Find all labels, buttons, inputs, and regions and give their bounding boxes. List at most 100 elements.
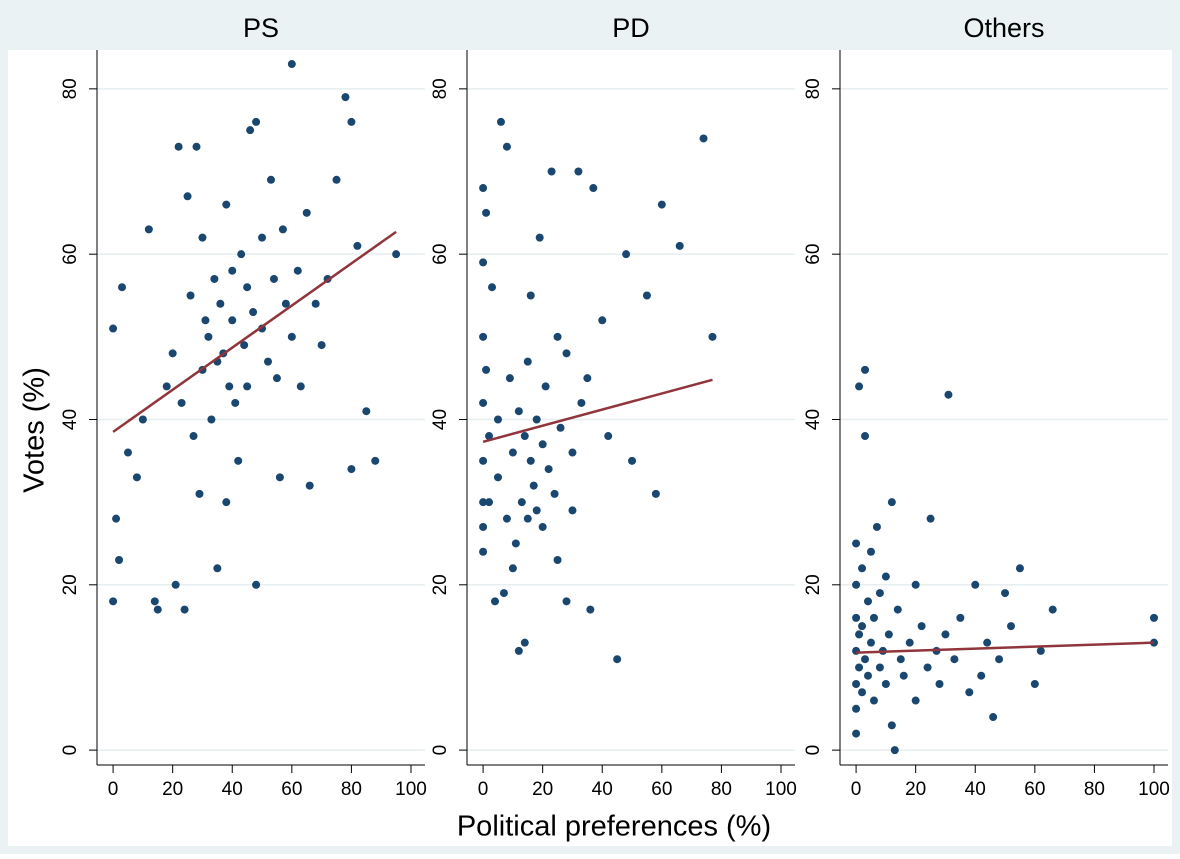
point — [222, 498, 231, 507]
point — [574, 167, 583, 176]
point — [514, 407, 523, 416]
point — [598, 316, 607, 325]
point — [956, 613, 965, 622]
point — [869, 613, 878, 622]
point — [855, 630, 864, 639]
point — [1036, 646, 1045, 655]
point — [317, 341, 326, 350]
point — [508, 564, 517, 573]
point — [311, 299, 320, 308]
point — [699, 134, 708, 143]
point — [855, 663, 864, 672]
point — [944, 390, 953, 399]
y-tick-label: 0 — [60, 745, 81, 756]
x-tick-label: 0 — [851, 779, 862, 800]
point — [526, 291, 535, 300]
point — [162, 382, 171, 391]
point — [852, 704, 861, 713]
point — [941, 630, 950, 639]
point — [204, 332, 213, 341]
point — [240, 341, 249, 350]
point — [917, 622, 926, 631]
point — [869, 696, 878, 705]
point — [246, 126, 255, 135]
y-tick-label: 80 — [803, 78, 824, 99]
panel-title: PD — [612, 13, 650, 43]
point — [207, 415, 216, 424]
point — [198, 233, 207, 242]
point — [884, 630, 893, 639]
fit-line — [482, 378, 713, 444]
point — [872, 522, 881, 531]
point — [234, 456, 243, 465]
point — [168, 349, 177, 358]
x-tick-label: 0 — [108, 779, 119, 800]
fit-line — [112, 230, 397, 433]
point — [252, 117, 261, 126]
point — [186, 291, 195, 300]
y-tick-label: 40 — [430, 409, 451, 430]
point — [858, 688, 867, 697]
point — [899, 671, 908, 680]
point — [362, 407, 371, 416]
point — [281, 299, 290, 308]
point — [875, 589, 884, 598]
plot-area — [467, 50, 795, 765]
point — [983, 638, 992, 647]
point — [482, 208, 491, 217]
point — [237, 250, 246, 259]
point — [887, 721, 896, 730]
point — [553, 332, 562, 341]
point — [852, 580, 861, 589]
point — [562, 349, 571, 358]
point — [287, 332, 296, 341]
point — [989, 713, 998, 722]
point — [544, 465, 553, 474]
point — [502, 142, 511, 151]
point — [520, 432, 529, 441]
point — [225, 382, 234, 391]
plot-area — [97, 50, 425, 765]
point — [505, 374, 514, 383]
point — [479, 498, 488, 507]
x-axis-title: Political preferences (%) — [457, 811, 771, 843]
point — [875, 663, 884, 672]
point — [971, 580, 980, 589]
point — [523, 357, 532, 366]
x-tick-label: 20 — [162, 779, 183, 800]
point — [926, 514, 935, 523]
point — [526, 456, 535, 465]
y-tick-label: 40 — [60, 409, 81, 430]
point — [243, 283, 252, 292]
y-tick-label: 20 — [60, 574, 81, 595]
point — [201, 316, 210, 325]
point — [893, 605, 902, 614]
point — [675, 241, 684, 250]
point — [1007, 622, 1016, 631]
point — [1030, 679, 1039, 688]
point — [347, 465, 356, 474]
point — [905, 638, 914, 647]
point — [491, 597, 500, 606]
point — [493, 473, 502, 482]
point — [651, 489, 660, 498]
y-tick-label: 20 — [803, 574, 824, 595]
point — [341, 93, 350, 102]
point — [109, 597, 118, 606]
point — [858, 622, 867, 631]
point — [708, 332, 717, 341]
point — [965, 688, 974, 697]
point — [479, 332, 488, 341]
point — [479, 547, 488, 556]
point — [861, 432, 870, 441]
point — [852, 539, 861, 548]
panel-title: PS — [243, 13, 279, 43]
point — [613, 655, 622, 664]
y-tick-label: 60 — [803, 244, 824, 265]
point — [479, 258, 488, 267]
point — [275, 473, 284, 482]
point — [1001, 589, 1010, 598]
point — [532, 506, 541, 515]
point — [589, 184, 598, 193]
